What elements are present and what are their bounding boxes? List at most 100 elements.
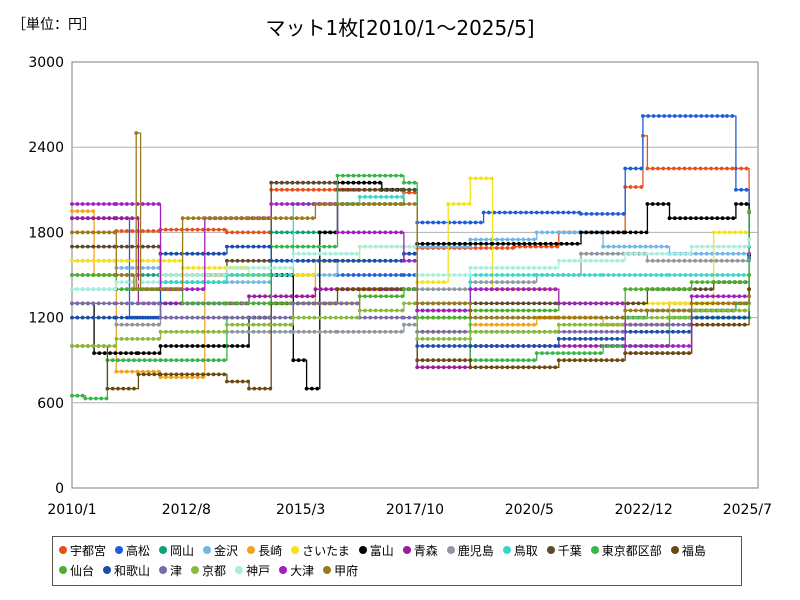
data-point <box>732 315 736 320</box>
legend-marker <box>670 546 679 554</box>
data-point <box>362 187 366 192</box>
data-point <box>378 187 382 192</box>
data-point <box>633 230 638 235</box>
data-point <box>468 237 473 242</box>
data-point <box>500 273 505 277</box>
data-point <box>195 315 200 320</box>
data-point <box>379 195 383 199</box>
data-point <box>550 273 555 277</box>
data-point <box>721 308 726 313</box>
data-point <box>436 244 441 249</box>
data-point <box>526 301 531 306</box>
data-point <box>484 280 489 284</box>
data-point <box>452 273 457 277</box>
data-point <box>97 351 102 355</box>
data-point <box>588 301 593 306</box>
data-point <box>383 329 388 334</box>
data-point <box>610 251 615 256</box>
data-point <box>510 358 515 363</box>
data-point <box>656 202 660 206</box>
data-point <box>639 351 644 355</box>
data-point <box>119 287 124 292</box>
data-point <box>384 244 389 249</box>
data-point <box>705 244 710 249</box>
data-point <box>256 301 261 306</box>
data-point <box>346 258 351 263</box>
data-point <box>351 273 356 277</box>
data-point <box>645 258 650 263</box>
data-point <box>720 251 725 256</box>
data-point <box>412 322 417 327</box>
data-point <box>656 258 660 263</box>
data-point <box>206 280 211 284</box>
data-point <box>516 344 520 348</box>
data-point <box>80 287 85 292</box>
data-point <box>169 329 174 334</box>
data-point <box>588 337 593 341</box>
legend-marker <box>291 546 300 554</box>
data-point <box>661 301 666 306</box>
data-point <box>400 308 405 313</box>
data-point <box>633 287 638 292</box>
data-point <box>279 294 283 299</box>
data-point <box>479 329 483 334</box>
data-point <box>341 187 345 192</box>
data-point <box>672 216 677 221</box>
data-point <box>179 329 184 334</box>
data-point <box>665 251 670 256</box>
data-point <box>112 287 117 292</box>
data-point <box>510 273 515 277</box>
data-point <box>389 195 394 199</box>
data-point <box>548 329 552 334</box>
data-point <box>140 322 145 327</box>
data-point <box>484 246 489 250</box>
data-point <box>677 166 682 171</box>
data-point <box>400 195 405 199</box>
data-point <box>382 202 387 206</box>
data-point <box>222 344 227 348</box>
data-point <box>185 344 190 348</box>
data-point <box>163 375 168 380</box>
data-point <box>244 216 249 221</box>
data-point <box>505 280 510 284</box>
data-point <box>484 273 489 277</box>
data-point <box>201 329 205 334</box>
data-point <box>714 258 719 263</box>
data-point <box>361 202 366 206</box>
data-point <box>578 344 582 348</box>
data-point <box>86 287 90 292</box>
data-point <box>262 258 266 263</box>
data-point <box>516 315 520 320</box>
data-point <box>595 212 599 216</box>
data-point <box>660 329 665 334</box>
data-point <box>346 173 351 178</box>
data-point <box>310 294 315 299</box>
data-point <box>274 202 279 206</box>
data-point <box>510 301 515 306</box>
data-point <box>628 344 633 348</box>
data-point <box>556 351 560 355</box>
data-point <box>130 280 135 284</box>
data-point <box>479 241 483 246</box>
data-point <box>301 244 305 249</box>
data-point <box>179 358 184 363</box>
data-point <box>710 251 714 256</box>
data-point <box>479 220 483 225</box>
data-point <box>643 244 648 249</box>
data-point <box>147 372 151 377</box>
y-tick-label: 2400 <box>28 140 64 156</box>
data-point <box>501 241 505 246</box>
data-point <box>672 273 677 277</box>
data-point <box>715 251 720 256</box>
data-point <box>732 294 736 299</box>
data-point <box>312 315 317 320</box>
data-point <box>628 166 633 171</box>
data-point <box>206 273 211 277</box>
data-point <box>185 227 190 232</box>
data-point <box>378 230 382 235</box>
data-point <box>664 244 669 249</box>
data-point <box>86 202 90 206</box>
data-point <box>671 329 675 334</box>
data-point <box>86 244 90 249</box>
data-point <box>463 220 467 225</box>
